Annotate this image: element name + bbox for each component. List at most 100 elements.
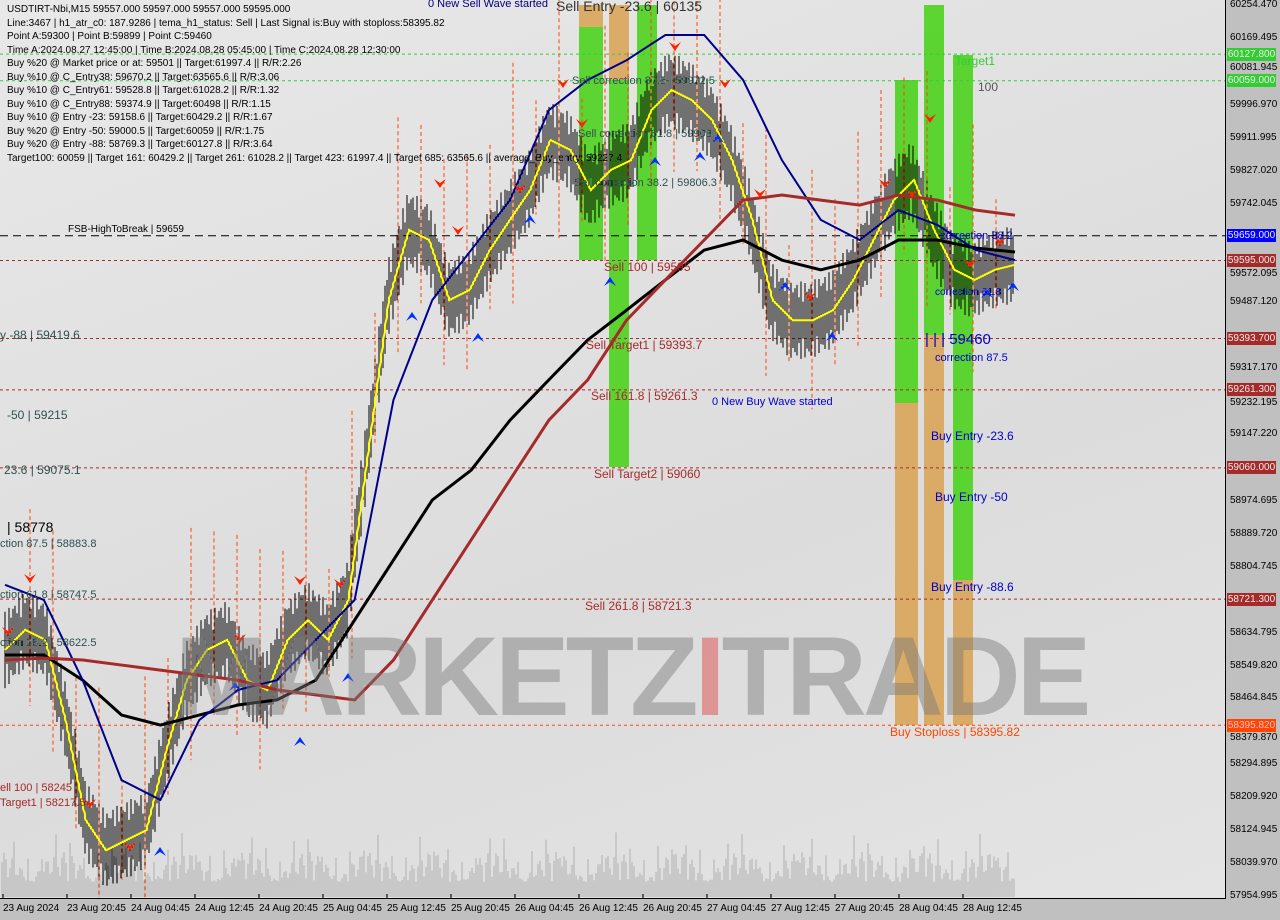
x-tick-label: 24 Aug 20:45 — [259, 903, 318, 914]
y-tick-label: 58889.720 — [1230, 527, 1278, 539]
y-tick-label: 60169.495 — [1230, 31, 1278, 43]
y-tick-label: 59911.995 — [1230, 131, 1277, 143]
info-line: Buy %10 @ C_Entry61: 59528.8 || Target:6… — [7, 85, 280, 96]
sell-arrow-icon — [334, 579, 346, 588]
chart-annotation: Target1 | 58217.5 — [0, 797, 86, 809]
buy-arrow-icon — [294, 737, 306, 746]
info-line: Time A:2024.08.27 12:45:00 | Time B:2024… — [7, 44, 401, 56]
info-line: Buy %20 @ Entry -88: 58769.3 || Target:6… — [7, 139, 273, 150]
buy-arrow-icon — [524, 215, 536, 224]
orange-signal-zone — [895, 403, 918, 725]
chart-annotation: FSB-HighToBreak | 59659 — [68, 224, 184, 235]
price-level-label: 59060.000 — [1227, 461, 1276, 475]
sell-arrow-icon — [804, 292, 816, 301]
chart-annotation: Buy Entry -88.6 — [931, 580, 1014, 594]
chart-annotation: y -88 | 59419.6 — [0, 328, 80, 342]
info-line: Point A:59300 | Point B:59899 | Point C:… — [7, 31, 212, 42]
x-tick-label: 27 Aug 04:45 — [707, 903, 766, 914]
black-ma-line — [5, 238, 1016, 727]
green-signal-zone — [609, 80, 629, 467]
buy-arrow-icon — [694, 152, 706, 161]
indicator-info-panel: USDTIRT-Nbi,M15 59557.000 59597.000 5955… — [7, 3, 622, 165]
chart-annotation: Sell 161.8 | 59261.3 — [591, 389, 698, 403]
price-axis: 60254.470 60169.495 60081.945 59996.970 5991… — [1226, 0, 1280, 920]
buy-arrow-icon — [472, 333, 484, 342]
y-tick-label: 58974.695 — [1230, 494, 1278, 506]
info-line: Buy %10 @ Entry -23: 59158.6 || Target:6… — [7, 112, 273, 123]
sell-arrow-icon — [754, 189, 766, 198]
x-tick-label: 25 Aug 12:45 — [387, 903, 446, 914]
x-tick-label: 27 Aug 12:45 — [771, 903, 830, 914]
buy-arrow-icon — [604, 277, 616, 286]
x-tick-label: 25 Aug 04:45 — [323, 903, 382, 914]
chart-annotation: Sell 261.8 | 58721.3 — [585, 599, 692, 613]
green-signal-zone — [895, 80, 918, 403]
price-level-label: 59393.700 — [1227, 332, 1276, 346]
x-tick-label: 24 Aug 04:45 — [131, 903, 190, 914]
buy-arrow-icon — [342, 673, 354, 682]
price-level-label: 60059.000 — [1227, 74, 1276, 88]
info-line: Buy %10 @ C_Entry88: 59374.9 || Target:6… — [7, 98, 271, 110]
blue-ma-line — [4, 34, 1016, 802]
sell-arrow-icon — [994, 237, 1006, 246]
chart-annotation: 100 — [978, 80, 999, 94]
sell-arrow-icon — [434, 179, 446, 188]
buy-arrow-icon — [1007, 282, 1019, 291]
buy-arrow-icon — [229, 682, 241, 691]
buy-arrow-icon — [779, 282, 791, 291]
sell-arrow-icon — [964, 259, 976, 268]
chart-annotation: ction 87.5 | 58883.8 — [0, 538, 97, 550]
sell-arrow-icon — [906, 189, 918, 198]
x-tick-label: 28 Aug 12:45 — [963, 903, 1022, 914]
buy-arrow-icon — [154, 847, 166, 856]
chart-annotation: Sell Entry -23.6 | 60135 — [556, 0, 703, 14]
buy-arrow-icon — [649, 157, 661, 166]
x-tick-label: 26 Aug 20:45 — [643, 903, 702, 914]
chart-annotation: ell 100 | 58245 — [0, 782, 72, 794]
chart-annotation: correction 61.8 — [935, 287, 1002, 298]
chart-annotation: Target1 — [955, 54, 996, 68]
chart-annotation: Sell 100 | 59595 — [604, 260, 691, 274]
y-tick-label: 59996.970 — [1230, 98, 1278, 110]
chart-annotation: Sell correction 38.2 | 59806.3 — [574, 177, 717, 189]
y-tick-label: 58039.970 — [1230, 857, 1278, 869]
orange-signal-zone — [924, 335, 944, 725]
price-chart[interactable]: MARKETZITRADE USDTIRT-Nbi,M15 59557.000 … — [0, 0, 1226, 899]
sell-arrow-icon — [294, 576, 306, 585]
y-tick-label: 60081.945 — [1230, 61, 1278, 73]
y-tick-label: 59742.045 — [1230, 197, 1278, 209]
orange-signal-zone — [953, 580, 973, 725]
y-tick-label: 58124.945 — [1230, 824, 1278, 836]
x-tick-label: 26 Aug 04:45 — [515, 903, 574, 914]
x-tick-label: 24 Aug 12:45 — [195, 903, 254, 914]
chart-canvas — [0, 0, 1225, 898]
chart-annotation: 0 New Buy Wave started — [712, 396, 833, 408]
y-tick-label: 59232.195 — [1230, 396, 1278, 408]
sell-arrow-icon — [576, 119, 588, 128]
price-level-label: 59261.300 — [1227, 383, 1276, 397]
y-tick-label: 58294.895 — [1230, 758, 1278, 770]
price-level-label: 60127.800 — [1227, 47, 1276, 61]
sell-arrow-icon — [452, 226, 464, 235]
y-tick-label: 58464.845 — [1230, 692, 1278, 704]
price-level-label: 58395.820 — [1227, 718, 1276, 732]
y-tick-label: 59317.170 — [1230, 362, 1278, 374]
y-tick-label: 58379.870 — [1230, 732, 1278, 744]
chart-annotation: Buy Stoploss | 58395.82 — [890, 725, 1020, 739]
marketzi-trade-watermark: MARKETZITRADE — [175, 614, 1091, 739]
chart-annotation: -50 | 59215 — [7, 408, 68, 422]
chart-annotation: 23.6 | 59075.1 — [4, 463, 81, 477]
price-level-label: 58721.300 — [1227, 592, 1276, 606]
x-tick-label: 26 Aug 12:45 — [579, 903, 638, 914]
x-tick-label: 25 Aug 20:45 — [451, 903, 510, 914]
x-tick-label: 23 Aug 2024 — [3, 903, 60, 914]
y-tick-label: 58549.820 — [1230, 659, 1278, 671]
x-tick-label: 23 Aug 20:45 — [67, 903, 126, 914]
chart-annotation: Buy Entry -23.6 — [931, 429, 1014, 443]
chart-annotation: correction 87.5 — [935, 352, 1008, 364]
buy-arrow-icon — [981, 289, 993, 298]
buy-arrow-icon — [826, 332, 838, 341]
sell-arrow-icon — [924, 114, 936, 123]
red-ma-line — [4, 193, 1016, 702]
sell-arrow-icon — [84, 799, 96, 808]
